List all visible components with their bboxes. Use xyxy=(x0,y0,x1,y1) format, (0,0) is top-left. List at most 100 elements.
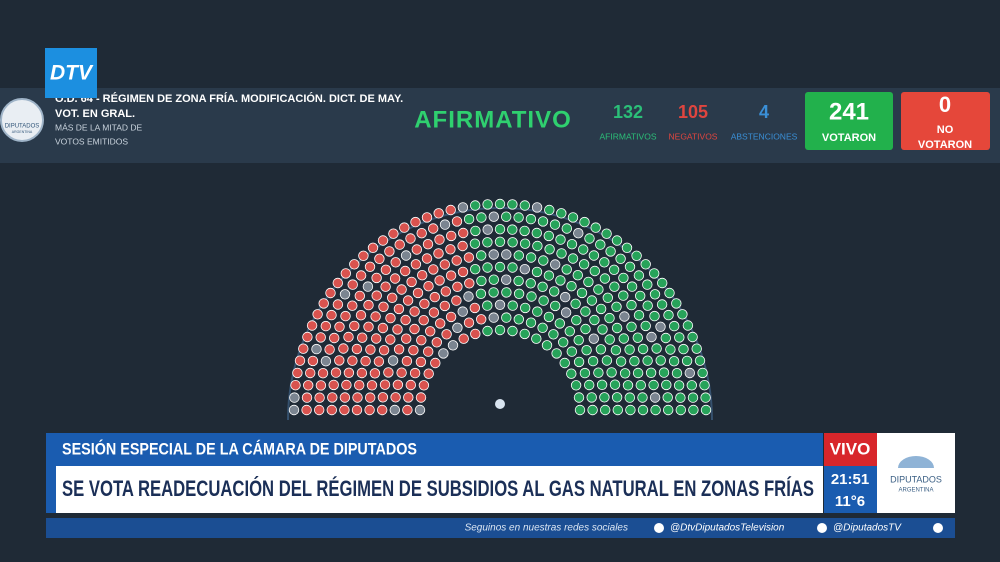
seat xyxy=(604,312,615,324)
seat xyxy=(457,266,469,278)
seat xyxy=(393,344,405,355)
seat xyxy=(470,328,481,340)
seat xyxy=(326,309,337,321)
seat xyxy=(365,344,376,355)
seat xyxy=(370,311,381,322)
seat xyxy=(439,219,451,230)
seat xyxy=(601,355,613,366)
seat xyxy=(632,332,644,343)
seat xyxy=(631,250,642,262)
seat xyxy=(302,331,313,343)
seat xyxy=(315,380,327,391)
badge-subtext: ARGENTINA xyxy=(12,130,33,134)
seat xyxy=(564,326,576,337)
seat xyxy=(423,346,434,357)
seat xyxy=(559,357,570,369)
seat xyxy=(315,332,326,343)
seat xyxy=(677,309,688,320)
count: 132 xyxy=(613,102,643,122)
seat xyxy=(624,344,635,355)
seat xyxy=(463,252,475,263)
seat xyxy=(567,212,579,223)
channel-icon xyxy=(898,456,934,468)
seat xyxy=(383,367,394,378)
seat xyxy=(507,237,518,248)
live-box xyxy=(824,433,877,466)
seat xyxy=(635,380,647,391)
seat xyxy=(599,392,610,403)
seat xyxy=(531,202,543,213)
seat xyxy=(543,270,555,281)
badge-text: DIPUTADOS xyxy=(5,124,40,130)
vote-title: O.D. 64 - RÉGIMEN DE ZONA FRÍA. MODIFICA… xyxy=(55,92,403,105)
count-label: ABSTENCIONES xyxy=(731,131,798,141)
seat xyxy=(578,244,589,255)
seat xyxy=(390,392,401,403)
seat xyxy=(671,368,683,379)
seat xyxy=(377,404,388,416)
seat xyxy=(447,340,459,351)
seat xyxy=(507,325,518,337)
result: AFIRMATIVO xyxy=(414,106,572,133)
seat xyxy=(451,295,462,306)
seat xyxy=(392,379,404,391)
seat xyxy=(482,262,493,273)
seat xyxy=(388,228,399,239)
seat xyxy=(619,311,630,322)
seat xyxy=(554,318,566,329)
seat xyxy=(513,288,525,300)
seat xyxy=(588,250,600,261)
seat xyxy=(476,275,487,287)
seat xyxy=(560,307,572,318)
seat xyxy=(543,311,555,323)
seat xyxy=(579,216,590,228)
seat xyxy=(431,337,443,348)
seat xyxy=(583,276,594,288)
seat xyxy=(374,253,385,264)
social-prompt: Seguinos en nuestras redes sociales xyxy=(465,523,628,534)
seat xyxy=(656,299,668,310)
seat xyxy=(640,320,651,332)
seat xyxy=(682,320,694,331)
seat xyxy=(637,404,649,416)
seat xyxy=(573,392,585,403)
seat xyxy=(463,317,475,328)
headline-accent xyxy=(46,466,56,513)
live: VIVO xyxy=(830,439,871,458)
seat xyxy=(377,322,389,334)
seat xyxy=(669,320,680,332)
seat xyxy=(544,204,555,216)
seat xyxy=(488,211,500,222)
seat xyxy=(416,335,427,346)
seat xyxy=(624,392,636,403)
logo-box xyxy=(45,48,97,98)
seat xyxy=(609,379,621,390)
seat xyxy=(663,404,674,416)
seat xyxy=(501,312,512,323)
seat xyxy=(513,250,525,261)
seat xyxy=(604,334,615,345)
seat xyxy=(351,404,363,416)
seat xyxy=(541,340,553,351)
seat xyxy=(513,314,525,325)
seat xyxy=(488,312,499,323)
seat xyxy=(332,299,344,310)
seat xyxy=(371,272,382,284)
seat xyxy=(651,343,662,354)
seat xyxy=(700,404,712,416)
seat xyxy=(377,235,389,246)
seat xyxy=(476,250,487,261)
seat xyxy=(421,212,433,223)
president-seat xyxy=(495,399,505,409)
seat xyxy=(537,322,548,334)
seat xyxy=(363,321,374,333)
seat xyxy=(507,199,518,210)
seat xyxy=(629,355,640,367)
seat xyxy=(618,333,630,344)
seat xyxy=(595,239,606,250)
seat xyxy=(423,281,434,292)
not-voted-label: NO xyxy=(937,124,954,136)
seat xyxy=(626,321,637,333)
seat xyxy=(363,299,374,311)
seat xyxy=(377,392,389,403)
